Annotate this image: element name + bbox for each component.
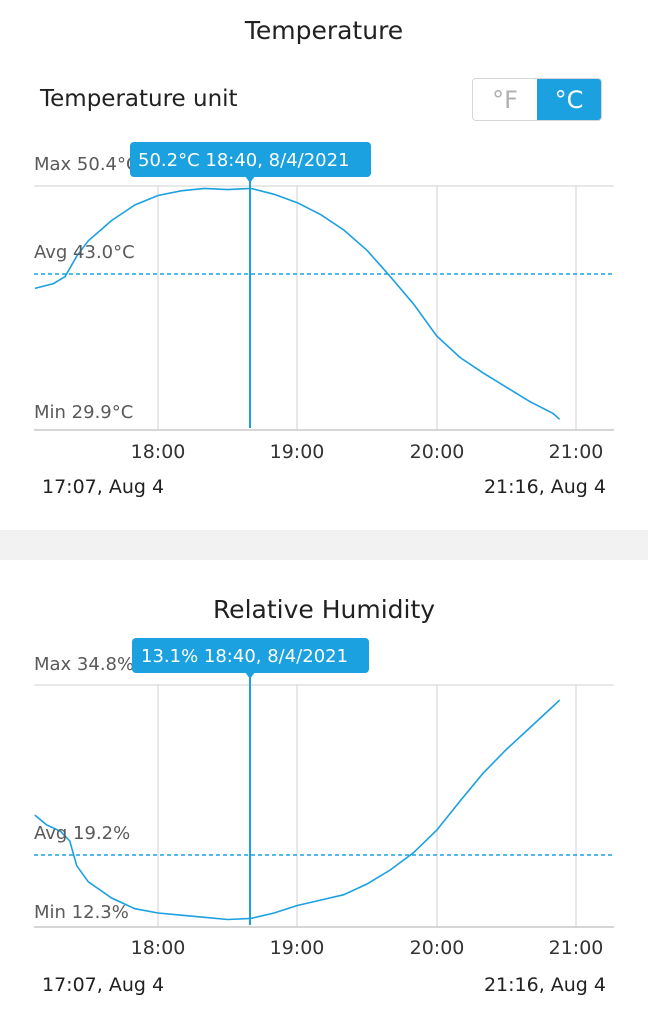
temperature-chart[interactable]: Max 50.4°C Avg 43.0°C Min 29.9°C 50.2°C … <box>0 140 648 470</box>
temperature-series-line <box>34 187 561 420</box>
humidity-range-end: 21:16, Aug 4 <box>483 974 606 996</box>
temperature-unit-label: Temperature unit <box>40 86 238 112</box>
humidity-chart[interactable]: Max 34.8% Avg 19.2% Min 12.3% 13.1% 18:4… <box>0 634 648 964</box>
tooltip-text: 50.2°C 18:40, 8/4/2021 <box>138 150 350 171</box>
humidity-tooltip: 13.1% 18:40, 8/4/2021 <box>132 638 369 679</box>
x-tick-label: 20:00 <box>410 937 465 959</box>
section-separator <box>0 530 648 560</box>
temperature-title: Temperature <box>244 16 404 45</box>
temperature-tooltip: 50.2°C 18:40, 8/4/2021 <box>130 142 371 183</box>
tooltip-pointer <box>245 672 255 679</box>
avg-label: Avg 19.2% <box>34 823 130 844</box>
avg-label: Avg 43.0°C <box>34 242 135 263</box>
tooltip-box <box>130 142 371 177</box>
max-label: Max 50.4°C <box>34 154 139 175</box>
humidity-range-start: 17:07, Aug 4 <box>42 974 165 996</box>
tooltip-text: 13.1% 18:40, 8/4/2021 <box>141 646 348 667</box>
temperature-unit-toggle[interactable]: °F °C <box>472 78 602 121</box>
tooltip-pointer <box>245 176 255 183</box>
temperature-gridlines <box>34 185 614 431</box>
humidity-series-line <box>34 699 561 921</box>
humidity-card <box>0 560 648 1024</box>
x-tick-label: 18:00 <box>131 441 186 463</box>
temperature-range-start: 17:07, Aug 4 <box>42 476 165 498</box>
x-tick-label: 19:00 <box>270 441 325 463</box>
min-label: Min 29.9°C <box>34 402 133 423</box>
x-tick-label: 21:00 <box>549 937 604 959</box>
tooltip-box <box>132 638 369 673</box>
x-tick-label: 21:00 <box>549 441 604 463</box>
temperature-range-end: 21:16, Aug 4 <box>483 476 606 498</box>
max-label: Max 34.8% <box>34 654 134 675</box>
celsius-option[interactable]: °C <box>537 79 601 120</box>
min-label: Min 12.3% <box>34 902 129 923</box>
x-tick-label: 20:00 <box>410 441 465 463</box>
x-tick-label: 18:00 <box>131 937 186 959</box>
humidity-title: Relative Humidity <box>212 595 436 624</box>
humidity-gridlines <box>34 684 614 928</box>
x-tick-label: 19:00 <box>270 937 325 959</box>
fahrenheit-option[interactable]: °F <box>473 79 537 120</box>
